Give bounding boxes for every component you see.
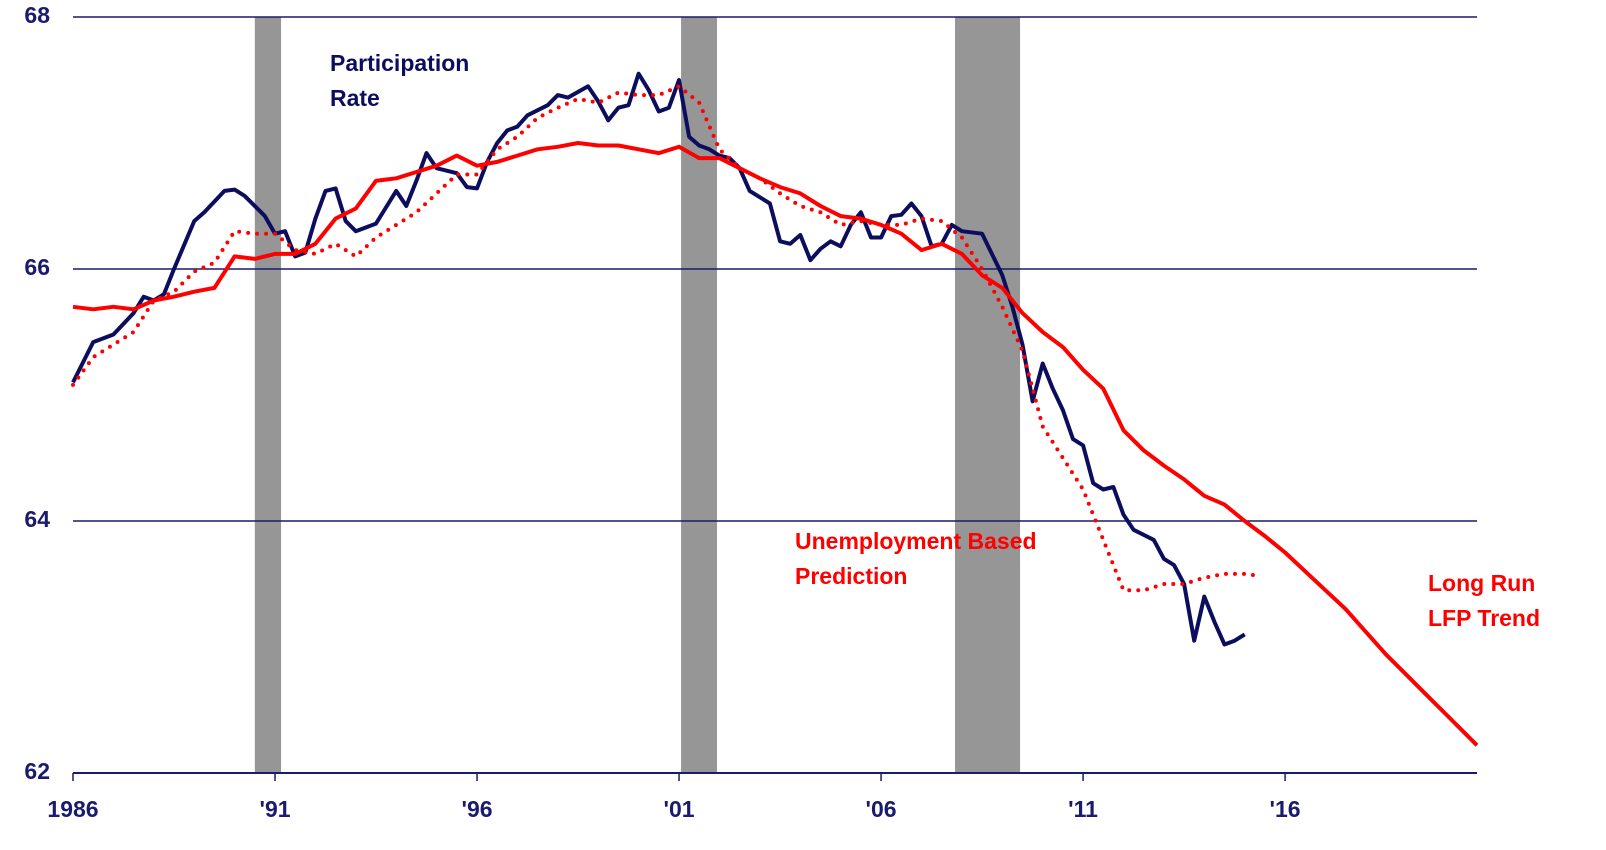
x-tick-label: '91 [259,796,290,822]
series-line [71,84,1257,593]
y-tick-label: 68 [24,2,50,28]
series-label: Unemployment Based [795,528,1037,554]
recession-band [954,17,1021,773]
series-label: Rate [330,85,380,111]
series-line [72,141,1479,747]
x-tick-label: '16 [1270,796,1301,822]
y-tick-label: 64 [24,506,50,532]
x-tick-label: '01 [664,796,695,822]
y-tick-label: 66 [24,254,50,280]
series-line [71,71,1246,647]
x-tick-label: 1986 [47,796,98,822]
recession-band [254,17,282,773]
x-tick-label: '06 [866,796,897,822]
series-label: Long Run [1428,570,1535,596]
y-tick-label: 62 [24,758,50,784]
series-label: Participation [330,50,469,76]
x-tick-label: '96 [461,796,492,822]
series-label: LFP Trend [1428,605,1540,631]
series-label: Prediction [795,563,907,589]
x-tick-label: '11 [1068,796,1098,822]
